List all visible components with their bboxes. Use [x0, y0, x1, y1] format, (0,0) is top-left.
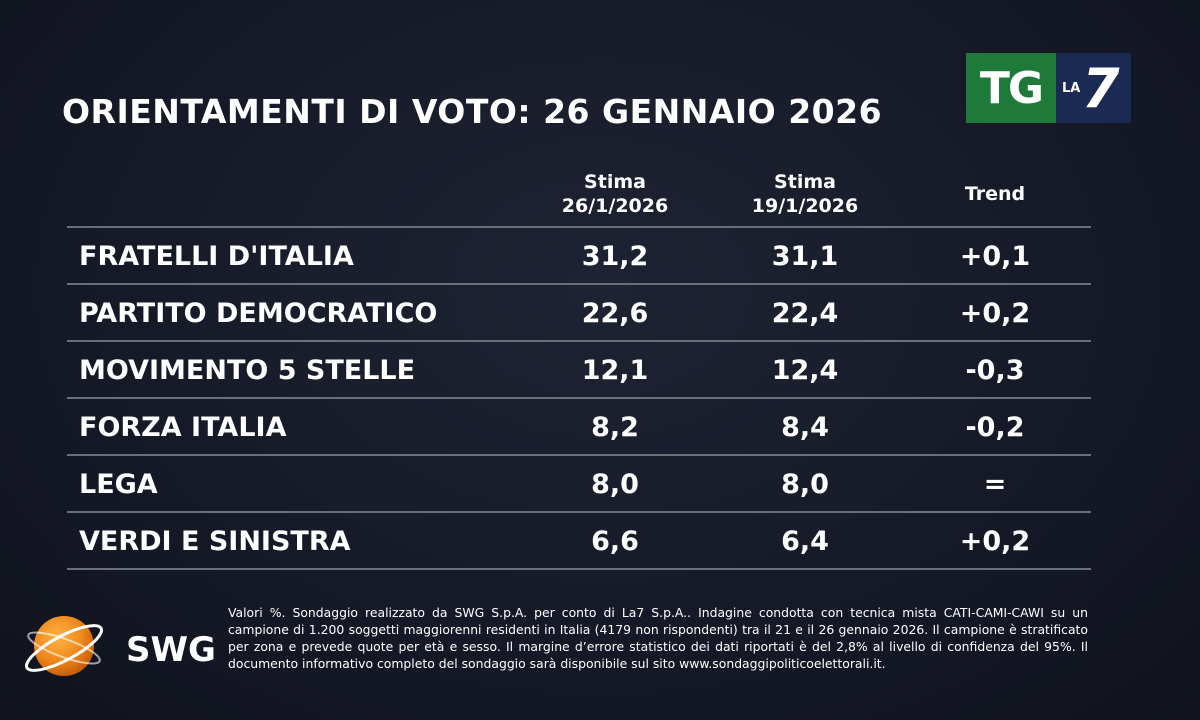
stima-26-value: 6,6: [591, 526, 639, 557]
swg-label: SWG: [126, 630, 216, 670]
stima-26-value: 8,0: [591, 469, 639, 500]
trend-value: -0,3: [965, 355, 1025, 386]
table-row: MOVIMENTO 5 STELLE 12,1 12,4 -0,3: [67, 342, 1091, 399]
stima-26-value: 8,2: [591, 412, 639, 443]
stima-26-value: 22,6: [581, 298, 649, 329]
swg-logo: SWG: [18, 604, 218, 684]
table-row: VERDI E SINISTRA 6,6 6,4 +0,2: [67, 513, 1091, 570]
stima-19-value: 8,0: [781, 469, 829, 500]
trend-value: +0,1: [959, 241, 1031, 272]
logo-la: LA: [1062, 81, 1081, 96]
stima-19-value: 12,4: [771, 355, 839, 386]
party-name: PARTITO DEMOCRATICO: [79, 298, 438, 329]
header-stima-19: Stima 19/1/2026: [720, 170, 890, 218]
header-stima-26-line1: Stima: [584, 171, 646, 193]
party-name: LEGA: [79, 469, 158, 500]
trend-value: =: [983, 469, 1007, 500]
header-trend: Trend: [964, 183, 1026, 205]
header-stima-26-line2: 26/1/2026: [561, 195, 669, 217]
stima-19-value: 22,4: [771, 298, 839, 329]
swg-globe-icon: [24, 616, 104, 676]
header-stima-19-line2: 19/1/2026: [751, 195, 859, 217]
table-row: PARTITO DEMOCRATICO 22,6 22,4 +0,2: [67, 285, 1091, 342]
trend-value: +0,2: [959, 526, 1031, 557]
table-row: FRATELLI D'ITALIA 31,2 31,1 +0,1: [67, 228, 1091, 285]
stima-19-value: 8,4: [781, 412, 829, 443]
header-stima-19-line1: Stima: [774, 171, 836, 193]
logo-tg: TG: [966, 53, 1056, 123]
page-title: ORIENTAMENTI DI VOTO: 26 GENNAIO 2026: [62, 92, 883, 131]
party-name: VERDI E SINISTRA: [79, 526, 351, 557]
tg-la7-logo: TG LA 7: [966, 53, 1131, 123]
header-stima-26: Stima 26/1/2026: [530, 170, 700, 218]
logo-seven: 7: [1082, 57, 1120, 120]
party-name: FORZA ITALIA: [79, 412, 287, 443]
stima-26-value: 31,2: [581, 241, 649, 272]
trend-value: -0,2: [965, 412, 1025, 443]
table-row: FORZA ITALIA 8,2 8,4 -0,2: [67, 399, 1091, 456]
trend-value: +0,2: [959, 298, 1031, 329]
party-name: MOVIMENTO 5 STELLE: [79, 355, 416, 386]
logo-la7: LA 7: [1056, 53, 1131, 123]
methodology-footnote: Valori %. Sondaggio realizzato da SWG S.…: [228, 605, 1088, 671]
stima-19-value: 6,4: [781, 526, 829, 557]
stima-19-value: 31,1: [771, 241, 839, 272]
party-name: FRATELLI D'ITALIA: [79, 241, 354, 272]
poll-table: FRATELLI D'ITALIA 31,2 31,1 +0,1 PARTITO…: [67, 226, 1091, 570]
table-row: LEGA 8,0 8,0 =: [67, 456, 1091, 513]
stima-26-value: 12,1: [581, 355, 649, 386]
